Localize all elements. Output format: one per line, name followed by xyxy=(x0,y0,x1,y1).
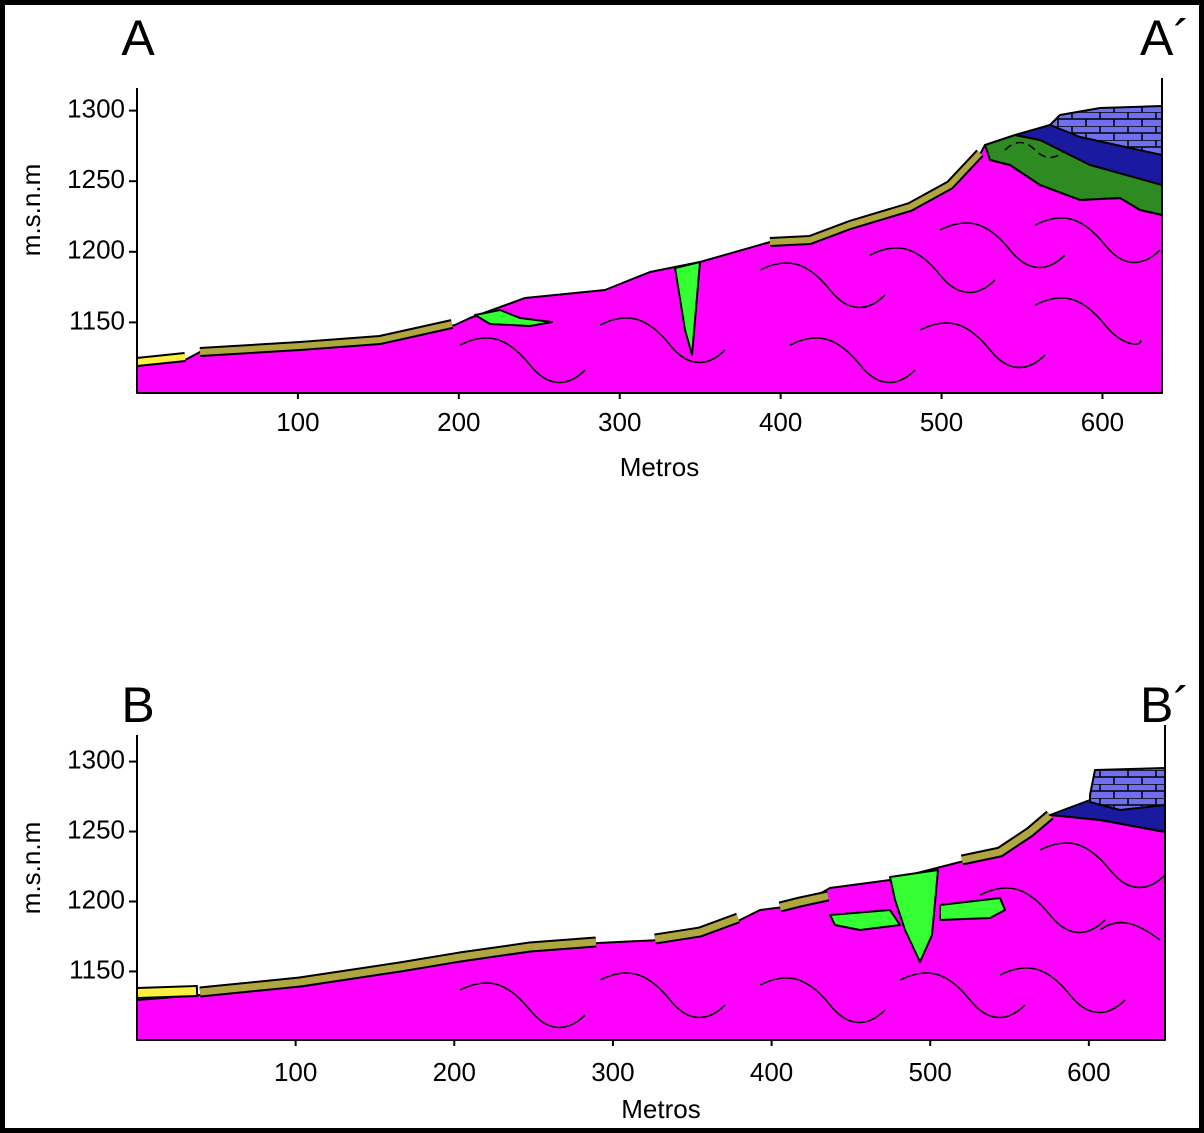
x-tick-label: 100 xyxy=(276,407,319,437)
x-tick-label: 500 xyxy=(909,1057,952,1087)
x-axis-label: Metros xyxy=(620,452,699,482)
y-tick-label: 1200 xyxy=(67,235,125,265)
y-tick-label: 1200 xyxy=(67,884,125,914)
y-tick-label: 1150 xyxy=(69,305,125,335)
y-tick-label: 1250 xyxy=(67,814,125,844)
section-end-label: B´ xyxy=(1140,677,1190,733)
x-tick-label: 300 xyxy=(598,407,641,437)
x-tick-label: 200 xyxy=(437,407,480,437)
x-tick-label: 200 xyxy=(433,1057,476,1087)
section-start-label: A xyxy=(121,10,155,66)
y-axis-label: m.s.n.m xyxy=(16,164,46,256)
x-tick-label: 100 xyxy=(274,1057,317,1087)
x-tick-label: 600 xyxy=(1081,407,1124,437)
y-tick-label: 1300 xyxy=(67,93,125,123)
y-tick-label: 1150 xyxy=(69,954,125,984)
section-b-geology xyxy=(136,767,1166,1041)
x-tick-label: 500 xyxy=(920,407,963,437)
section-start-label: B xyxy=(121,677,154,733)
y-axis-label: m.s.n.m xyxy=(16,822,46,914)
section-end-label: A´ xyxy=(1140,10,1190,66)
x-tick-label: 400 xyxy=(750,1057,793,1087)
x-tick-label: 400 xyxy=(759,407,802,437)
x-axis-label: Metros xyxy=(621,1094,700,1124)
y-tick-label: 1250 xyxy=(67,164,125,194)
y-tick-label: 1300 xyxy=(67,744,125,774)
x-tick-label: 300 xyxy=(591,1057,634,1087)
x-tick-label: 600 xyxy=(1067,1057,1110,1087)
section-a-geology xyxy=(136,105,1163,394)
